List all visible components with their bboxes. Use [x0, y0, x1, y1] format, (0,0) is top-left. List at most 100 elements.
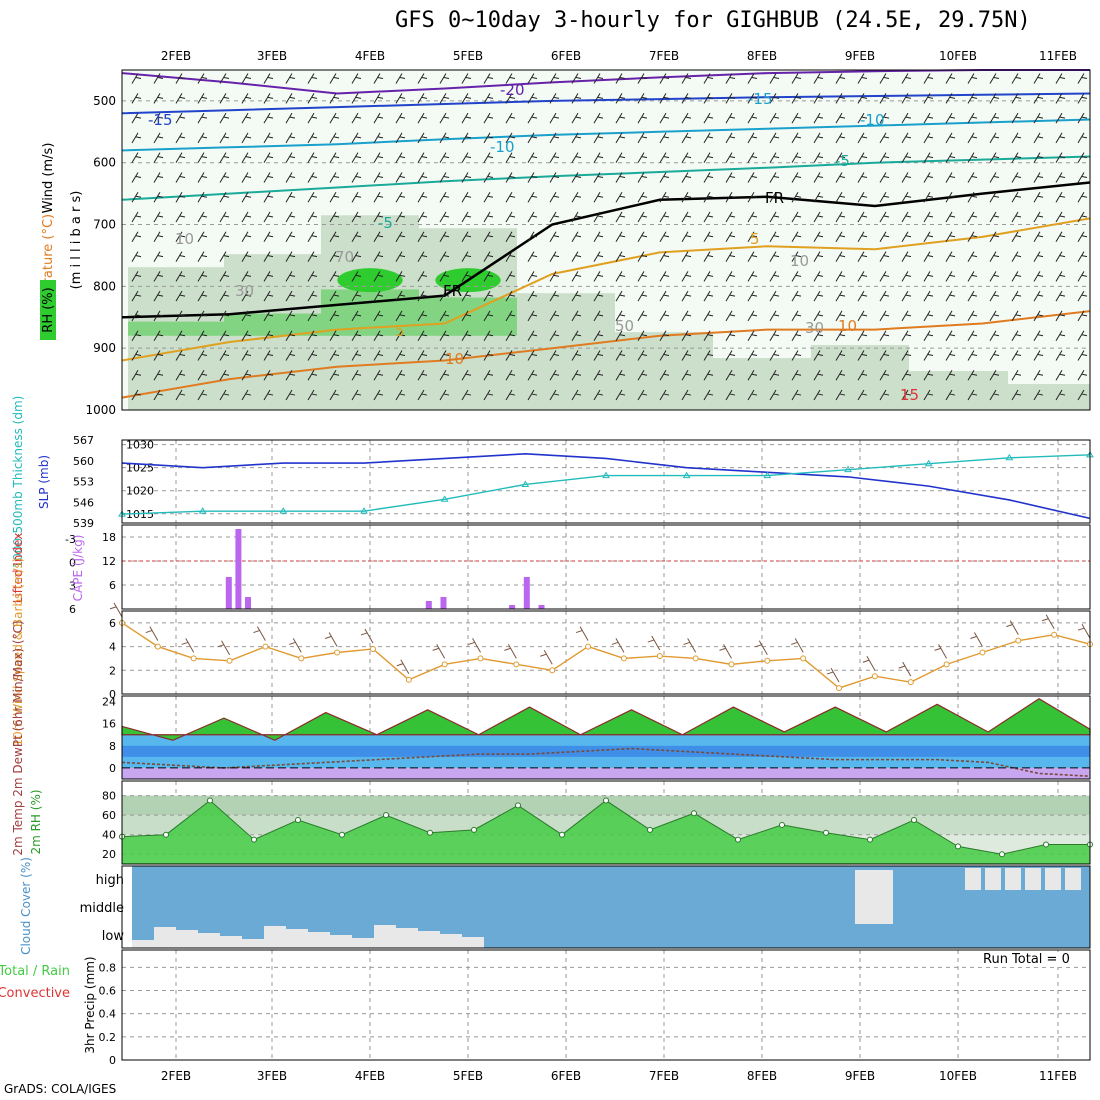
wind-barb: [659, 389, 670, 401]
wind-barb: [483, 389, 494, 401]
wind-barb: [549, 231, 560, 243]
rh-tick-label: 60: [102, 809, 116, 822]
slp-tick-label: 1020: [126, 485, 154, 498]
thickness-ylabel: 1000-500mb Thickness (dm): [11, 396, 25, 569]
cape-bar: [538, 605, 545, 609]
wind-barb: [791, 350, 802, 361]
wind-barb: [351, 251, 362, 262]
pressure-tick-label: 600: [93, 156, 116, 170]
wind-barb: [1055, 112, 1066, 124]
wind-barb: [505, 310, 516, 322]
wind-barb: [1077, 112, 1088, 124]
wind-barb: [549, 152, 560, 163]
wind-barb: [1077, 231, 1088, 243]
temp-tick-label: 16: [102, 718, 116, 731]
wind-barb: [373, 231, 384, 243]
wind-barb: [879, 73, 890, 84]
rh2m-area: [122, 800, 1090, 864]
wind-barb: [241, 350, 252, 361]
cape-bar: [509, 605, 516, 609]
wind10-point: [513, 661, 520, 668]
wind10-point: [943, 661, 950, 668]
wind-barb: [989, 290, 1000, 302]
wind-barb: [505, 93, 516, 104]
wind-barb: [197, 132, 208, 144]
wind-barb: [901, 290, 912, 302]
wind-barb: [615, 191, 626, 203]
rh-shade: [517, 293, 615, 410]
wind-barb: [373, 93, 384, 104]
wind-barb: [329, 310, 340, 322]
wind-barb: [747, 271, 758, 282]
rh-tick-label: 40: [102, 829, 116, 842]
wind-barb: [813, 112, 824, 124]
wind10-point: [334, 649, 341, 656]
wind-barb: [725, 172, 736, 183]
wind-barb: [747, 389, 758, 401]
wind-barb: [1033, 271, 1044, 282]
wind-barb: [681, 73, 692, 84]
wind-barb: [989, 93, 1000, 104]
rh2m-point: [339, 831, 345, 838]
wind-barb: [835, 231, 846, 243]
legend-rh-swatch: [40, 280, 56, 340]
wind-barb: [615, 251, 626, 262]
wind-barb: [395, 152, 406, 163]
wind-barb: [373, 330, 384, 341]
cape-tick-label: 6: [109, 579, 116, 592]
wind-barb: [395, 112, 406, 124]
wind-barb: [219, 310, 230, 322]
wind-barb: [505, 389, 516, 401]
wind-barb: [527, 73, 538, 84]
wind-barb: [285, 231, 296, 243]
wind-barb: [1055, 231, 1066, 243]
wind-barb: [835, 191, 846, 203]
precip-tick-label: 0.6: [99, 985, 117, 998]
wind-barb: [747, 370, 758, 381]
wind-barb: [505, 290, 516, 302]
wind-barb: [175, 73, 186, 84]
contour-label: -5: [835, 152, 850, 170]
wind-barb: [285, 112, 296, 124]
wind10-barb: [253, 626, 266, 641]
wind-barb: [549, 290, 560, 302]
wind-barb: [307, 93, 318, 104]
wind-barb: [307, 73, 318, 84]
li-tick-label: 6: [69, 603, 76, 616]
bottom-date-label: 2FEB: [161, 1069, 191, 1083]
wind-barb: [989, 310, 1000, 322]
wind-barb: [681, 251, 692, 262]
thickness-marker: [682, 471, 691, 479]
wind10-point: [585, 643, 592, 650]
wind-barb: [967, 330, 978, 341]
rh-shade-high: [128, 321, 224, 336]
wind-barb: [527, 310, 538, 322]
wind-barb: [791, 152, 802, 163]
wind-barb: [571, 330, 582, 341]
wind-barb: [857, 191, 868, 203]
wind-barb: [417, 112, 428, 124]
wind-barb: [175, 370, 186, 381]
wind-barb: [153, 93, 164, 104]
wind-barb: [879, 112, 890, 124]
wind10-point: [764, 657, 771, 664]
temp-ylabel: 2m Temp 2m DewPt (6hr Min/Max) (°C): [11, 620, 25, 855]
wind-barb: [527, 112, 538, 124]
wind10-point: [692, 655, 699, 662]
wind-barb: [285, 211, 296, 223]
wind-barb: [285, 251, 296, 262]
wind-barb: [769, 112, 780, 124]
wind-barb: [1055, 152, 1066, 163]
rh2m-point: [603, 797, 609, 804]
wind-barb: [395, 370, 406, 381]
wind-barb: [769, 93, 780, 104]
wind-barb: [747, 310, 758, 322]
wind-barb: [945, 231, 956, 243]
bottom-date-label: 9FEB: [845, 1069, 875, 1083]
panel-frame: [121, 439, 1091, 524]
wind-barb: [703, 93, 714, 104]
wind-barb: [747, 231, 758, 243]
wind-barb: [659, 211, 670, 223]
wind-barb: [593, 172, 604, 183]
wind-barb: [681, 132, 692, 144]
